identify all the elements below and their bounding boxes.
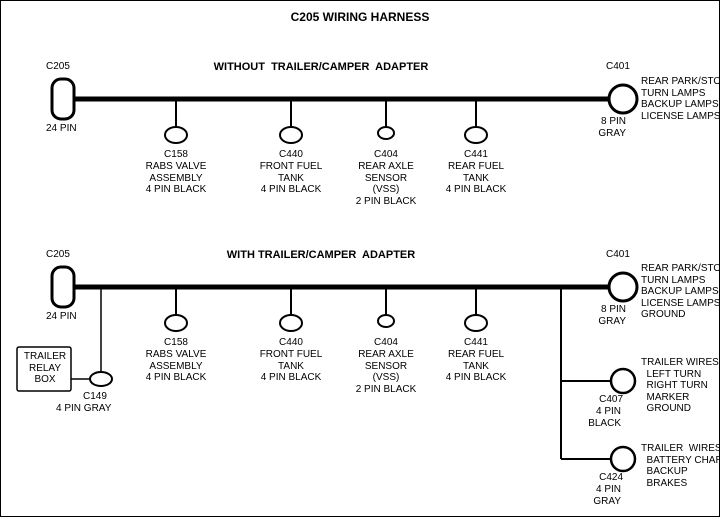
c205-label-upper: C205 — [46, 61, 70, 73]
drop-c404-l-id: C404 — [366, 337, 406, 349]
drop-c441-l-id: C441 — [456, 337, 496, 349]
drop-c404-l: REAR AXLE SENSOR (VSS) 2 PIN BLACK — [351, 349, 421, 395]
c205-pins-lower: 24 PIN — [46, 311, 77, 323]
c149-pins: 4 PIN GRAY — [56, 403, 111, 415]
c424-pins: 4 PIN GRAY — [581, 484, 621, 507]
drop-c441-u-id: C441 — [456, 149, 496, 161]
drop-c158-u-id: C158 — [156, 149, 196, 161]
drop-c440-u-id: C440 — [271, 149, 311, 161]
drop-c440-u: FRONT FUEL TANK 4 PIN BLACK — [256, 161, 326, 196]
c401-side-lower: REAR PARK/STOP TURN LAMPS BACKUP LAMPS L… — [641, 263, 720, 321]
c424-id: C424 — [583, 472, 623, 484]
drop-c441-u: REAR FUEL TANK 4 PIN BLACK — [441, 161, 511, 196]
c149-id: C149 — [83, 391, 107, 403]
c407-pins: 4 PIN BLACK — [581, 406, 621, 429]
drop-c404-u-id: C404 — [366, 149, 406, 161]
c401-pins-upper: 8 PIN GRAY — [586, 116, 626, 139]
c401-label-upper: C401 — [606, 61, 630, 73]
lower-subtitle: WITH TRAILER/CAMPER ADAPTER — [161, 249, 481, 262]
wiring-diagram: C205 WIRING HARNESS WITHOUT TRAILER/CAMP… — [0, 0, 720, 517]
c407-side: TRAILER WIRES LEFT TURN RIGHT TURN MARKE… — [641, 357, 719, 415]
c401-label-lower: C401 — [606, 249, 630, 261]
drop-c440-l-id: C440 — [271, 337, 311, 349]
drop-c158-l: RABS VALVE ASSEMBLY 4 PIN BLACK — [141, 349, 211, 384]
c407-id: C407 — [583, 394, 623, 406]
c205-pins-upper: 24 PIN — [46, 123, 77, 135]
c401-side-upper: REAR PARK/STOP TURN LAMPS BACKUP LAMPS L… — [641, 76, 720, 122]
drop-c440-l: FRONT FUEL TANK 4 PIN BLACK — [256, 349, 326, 384]
drop-c158-l-id: C158 — [156, 337, 196, 349]
upper-subtitle: WITHOUT TRAILER/CAMPER ADAPTER — [161, 61, 481, 74]
trailer-relay-box-label: TRAILER RELAY BOX — [20, 351, 70, 386]
c401-pins-lower: 8 PIN GRAY — [586, 304, 626, 327]
drop-c441-l: REAR FUEL TANK 4 PIN BLACK — [441, 349, 511, 384]
c205-label-lower: C205 — [46, 249, 70, 261]
drop-c158-u: RABS VALVE ASSEMBLY 4 PIN BLACK — [141, 161, 211, 196]
drop-c404-u: REAR AXLE SENSOR (VSS) 2 PIN BLACK — [351, 161, 421, 207]
c424-side: TRAILER WIRES BATTERY CHARGE BACKUP BRAK… — [641, 443, 720, 489]
